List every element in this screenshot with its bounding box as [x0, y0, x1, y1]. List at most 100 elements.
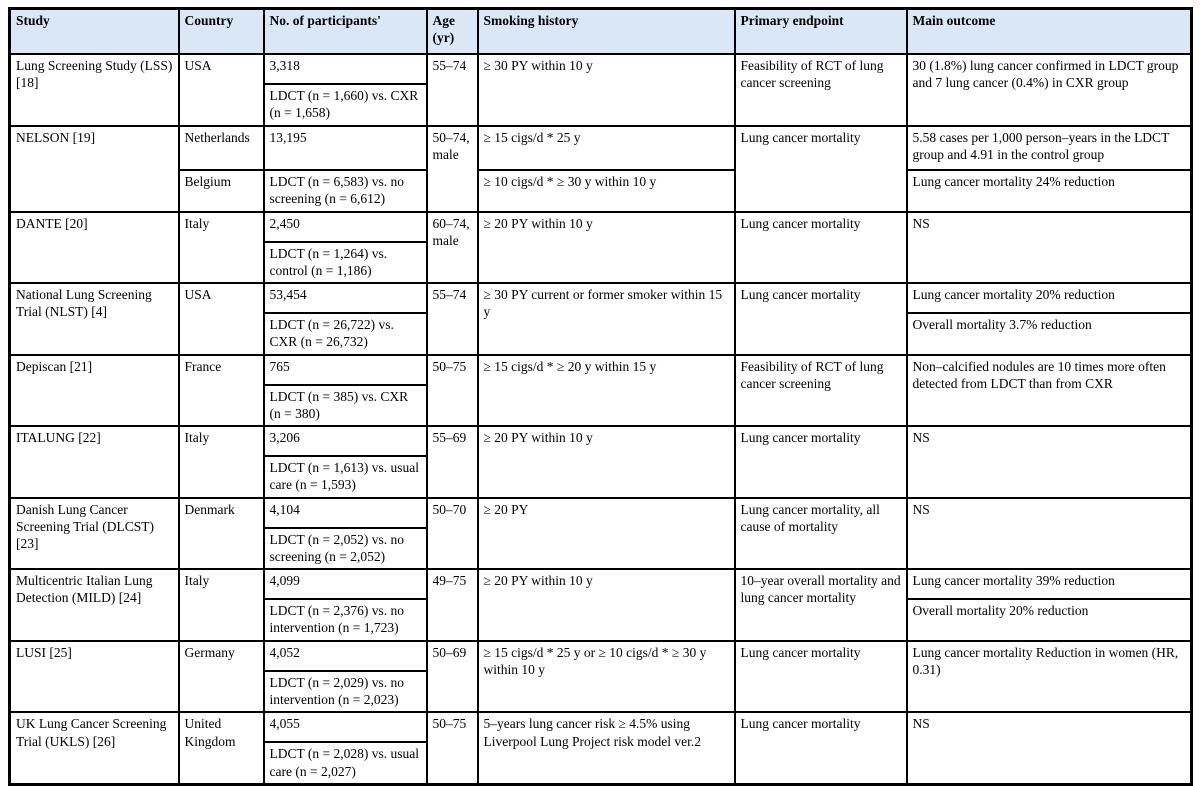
cell-outcome: Lung cancer mortality 24% reduction [905, 168, 1193, 213]
column-header-outcome: Main outcome [905, 7, 1193, 55]
cell-smoking: ≥ 30 PY within 10 y [476, 53, 736, 127]
cell-outcome: Lung cancer mortality 39% reduction [905, 568, 1193, 601]
cell-country: USA [177, 282, 265, 356]
table-row: ITALUNG [22] Italy 3,206 55–69 ≥ 20 PY w… [8, 425, 1193, 499]
cell-endpoint: Lung cancer mortality [733, 425, 908, 499]
table-row: Lung Screening Study (LSS) [18] USA 3,31… [8, 53, 1193, 127]
cell-study: DANTE [20] [8, 210, 180, 285]
cell-outcome: Lung cancer mortality 20% reduction [905, 282, 1193, 315]
cell-country: Germany [177, 639, 265, 714]
cell-smoking: ≥ 15 cigs/d * ≥ 20 y within 15 y [476, 353, 736, 428]
cell-outcome: Overall mortality 3.7% reduction [905, 312, 1193, 356]
column-header-age: Age (yr) [425, 7, 479, 55]
cell-endpoint: Feasibility of RCT of lung cancer screen… [733, 353, 908, 428]
cell-country: United Kingdom [177, 711, 265, 786]
cell-age: 50–74, male [425, 124, 479, 213]
cell-age: 55–74 [425, 53, 479, 127]
table-row: LDCT (n = 2,029) vs. no intervention (n … [10, 669, 1192, 714]
cell-participants-total: 3,318 [262, 53, 428, 85]
cell-endpoint: 10–year overall mortality and lung cance… [733, 568, 908, 642]
cell-participants-arms: LDCT (n = 1,613) vs. usual care (n = 1,5… [262, 455, 428, 499]
cell-outcome: NS [905, 496, 1193, 571]
cell-smoking: ≥ 15 cigs/d * 25 y [476, 124, 736, 171]
cell-outcome: NS [905, 210, 1193, 285]
cell-participants-total: 2,450 [262, 210, 428, 243]
cell-endpoint: Lung cancer mortality [733, 210, 908, 285]
cell-participants-arms: LDCT (n = 1,264) vs. control (n = 1,186) [262, 240, 428, 285]
cell-age: 55–69 [425, 425, 479, 499]
cell-participants-total: 13,195 [262, 124, 428, 171]
cell-outcome: Lung cancer mortality Reduction in women… [905, 639, 1193, 714]
cell-participants-total: 4,052 [262, 639, 428, 672]
cell-age: 60–74, male [425, 210, 479, 285]
cell-age: 50–70 [425, 496, 479, 571]
cell-age: 50–69 [425, 639, 479, 714]
cell-endpoint: Lung cancer mortality, all cause of mort… [733, 496, 908, 571]
cell-participants-arms: LDCT (n = 2,052) vs. no screening (n = 2… [262, 526, 428, 571]
cell-study: UK Lung Cancer Screening Trial (UKLS) [2… [8, 711, 180, 786]
table-row: Belgium LDCT (n = 6,583) vs. no screenin… [10, 168, 1193, 213]
cell-country: France [177, 353, 265, 428]
cell-participants-total: 53,454 [262, 282, 428, 315]
cell-participants-total: 3,206 [262, 425, 428, 458]
cell-age: 49–75 [425, 568, 479, 642]
cell-participants-arms: LDCT (n = 2,028) vs. usual care (n = 2,0… [262, 741, 428, 786]
cell-study: LUSI [25] [8, 639, 180, 714]
cell-endpoint: Lung cancer mortality [733, 639, 908, 714]
cell-study: ITALUNG [22] [8, 425, 180, 499]
table-row: Multicentric Italian Lung Detection (MIL… [8, 568, 1193, 642]
cell-study: Lung Screening Study (LSS) [18] [8, 53, 180, 127]
cell-smoking: ≥ 30 PY current or former smoker within … [476, 282, 736, 356]
cell-study: National Lung Screening Trial (NLST) [4] [8, 282, 180, 356]
table-row: LDCT (n = 2,052) vs. no screening (n = 2… [10, 526, 1192, 571]
cell-country: Belgium [177, 168, 265, 213]
table-row: LDCT (n = 1,613) vs. usual care (n = 1,5… [10, 455, 1192, 499]
cell-endpoint: Lung cancer mortality [733, 124, 908, 213]
table-row: LDCT (n = 1,264) vs. control (n = 1,186) [10, 240, 1192, 285]
cell-age: 50–75 [425, 353, 479, 428]
cell-country: USA [177, 53, 265, 127]
table-row: Depiscan [21] France 765 50–75 ≥ 15 cigs… [8, 353, 1193, 428]
cell-smoking: ≥ 20 PY within 10 y [476, 210, 736, 285]
cell-participants-total: 765 [262, 353, 428, 386]
table-row: DANTE [20] Italy 2,450 60–74, male ≥ 20 … [8, 210, 1193, 285]
cell-endpoint: Feasibility of RCT of lung cancer screen… [733, 53, 908, 127]
table-row: National Lung Screening Trial (NLST) [4]… [8, 282, 1193, 356]
cell-participants-total: 4,055 [262, 711, 428, 744]
table-row: Danish Lung Cancer Screening Trial (DLCS… [8, 496, 1193, 571]
cell-participants-total: 4,104 [262, 496, 428, 529]
cell-participants-arms: LDCT (n = 6,583) vs. no screening (n = 6… [262, 168, 428, 213]
cell-country: Denmark [177, 496, 265, 571]
table-row: LDCT (n = 2,028) vs. usual care (n = 2,0… [10, 741, 1192, 786]
cell-study: Multicentric Italian Lung Detection (MIL… [8, 568, 180, 642]
cell-participants-total: 4,099 [262, 568, 428, 601]
cell-participants-arms: LDCT (n = 2,029) vs. no intervention (n … [262, 669, 428, 714]
column-header-smoking: Smoking history [476, 7, 736, 55]
cell-country: Italy [177, 210, 265, 285]
cell-age: 55–74 [425, 282, 479, 356]
cell-country: Italy [177, 425, 265, 499]
cell-participants-arms: LDCT (n = 1,660) vs. CXR (n = 1,658) [262, 83, 428, 127]
cell-outcome: 30 (1.8%) lung cancer confirmed in LDCT … [905, 53, 1193, 127]
cell-endpoint: Lung cancer mortality [733, 711, 908, 786]
cell-participants-arms: LDCT (n = 385) vs. CXR (n = 380) [262, 383, 428, 428]
cell-country: Netherlands [177, 124, 265, 171]
table-row: NELSON [19] Netherlands 13,195 50–74, ma… [8, 124, 1193, 213]
table-row: LDCT (n = 2,376) vs. no intervention (n … [10, 598, 1193, 642]
cell-smoking: ≥ 10 cigs/d * ≥ 30 y within 10 y [476, 168, 736, 213]
cell-smoking: 5–years lung cancer risk ≥ 4.5% using Li… [476, 711, 736, 786]
cell-study: Depiscan [21] [8, 353, 180, 428]
column-header-study: Study [8, 7, 180, 55]
column-header-endpoint: Primary endpoint [733, 7, 908, 55]
cell-smoking: ≥ 15 cigs/d * 25 y or ≥ 10 cigs/d * ≥ 30… [476, 639, 736, 714]
cell-outcome: NS [905, 711, 1193, 786]
table-row: LUSI [25] Germany 4,052 50–69 ≥ 15 cigs/… [8, 639, 1193, 714]
cell-outcome: 5.58 cases per 1,000 person–years in the… [905, 124, 1193, 171]
cell-smoking: ≥ 20 PY [476, 496, 736, 571]
cell-participants-arms: LDCT (n = 26,722) vs. CXR (n = 26,732) [262, 312, 428, 356]
column-header-country: Country [177, 7, 265, 55]
cell-endpoint: Lung cancer mortality [733, 282, 908, 356]
column-header-participants: No. of participants' [262, 7, 428, 55]
lung-screening-trials-table: Study Country No. of participants' Age (… [8, 7, 1193, 786]
table-row: LDCT (n = 385) vs. CXR (n = 380) [10, 383, 1192, 428]
